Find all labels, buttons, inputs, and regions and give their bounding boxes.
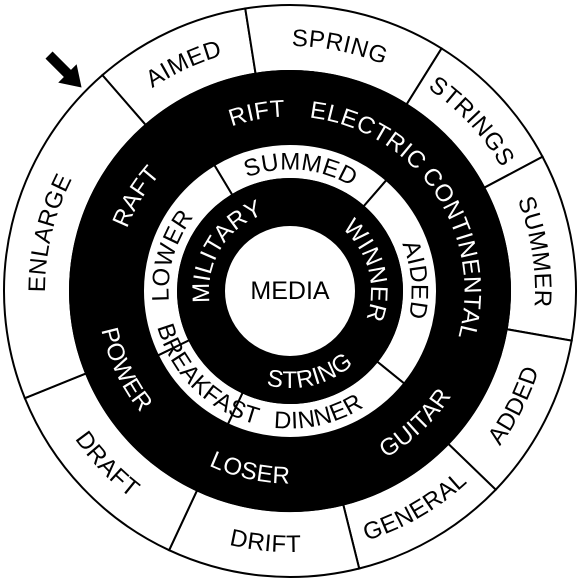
center-word: MEDIA xyxy=(250,277,330,305)
center-circle xyxy=(223,224,357,358)
arrow-icon xyxy=(45,51,82,88)
wheel-rings xyxy=(3,4,577,578)
